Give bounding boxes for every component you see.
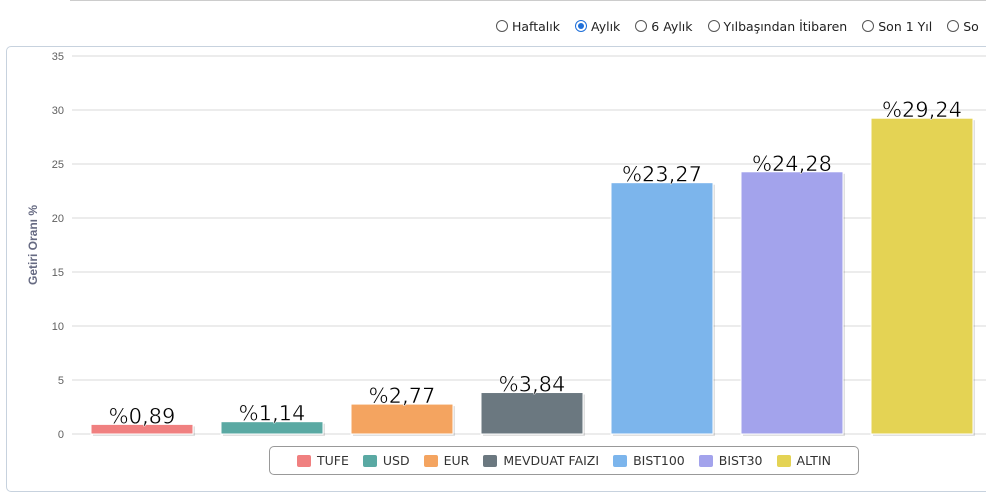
- legend-label: BIST100: [633, 453, 685, 468]
- legend-swatch: [297, 454, 311, 467]
- legend-label: BIST30: [718, 453, 763, 468]
- radio-button[interactable]: [862, 20, 875, 32]
- data-label: %1,14: [239, 402, 306, 426]
- legend-swatch: [423, 454, 438, 467]
- period-selector: Haftalık Aylık 6 Aylık Yılbaşından İtiba…: [496, 15, 986, 37]
- legend-swatch: [613, 454, 628, 467]
- y-axis-ticks: 0 5 10 15 20 25 30 35: [52, 51, 64, 441]
- legend-label: USD: [382, 453, 410, 468]
- legend-label: MEVDUAT FAIZI: [503, 453, 600, 468]
- y-tick-label: 5: [58, 375, 64, 387]
- legend-swatch: [362, 454, 377, 467]
- legend-label: TUFE: [317, 453, 349, 468]
- bar-bist30[interactable]: [740, 171, 844, 435]
- period-option-6-months[interactable]: 6 Aylık: [635, 18, 693, 34]
- data-label: %0,89: [109, 404, 176, 428]
- y-tick-label: 25: [52, 159, 64, 171]
- y-tick-label: 0: [58, 429, 64, 441]
- radio-button[interactable]: [635, 20, 648, 32]
- radio-button[interactable]: [947, 20, 960, 32]
- data-label: %24,28: [752, 152, 832, 176]
- chart-legend: TUFE USD EUR MEVDUAT FAIZI BIST100 BIST30 ALTI…: [269, 446, 859, 475]
- period-option-label: So: [963, 18, 979, 34]
- period-option-label: 6 Aylık: [651, 18, 693, 34]
- legend-item-mevduat-faizi[interactable]: MEVDUAT FAIZI: [483, 453, 599, 468]
- chart-panel: [6, 46, 986, 492]
- y-tick-label: 15: [52, 267, 64, 279]
- y-tick-label: 35: [52, 51, 64, 63]
- bar-altin[interactable]: [870, 117, 974, 435]
- legend-label: ALTIN: [796, 453, 831, 468]
- legend-item-bist30[interactable]: BIST30: [698, 453, 763, 468]
- radio-button[interactable]: [496, 20, 508, 32]
- legend-swatch: [698, 454, 713, 467]
- y-tick-label: 20: [52, 213, 64, 225]
- top-divider: [70, 0, 986, 1]
- bar-tufe[interactable]: [90, 423, 194, 435]
- y-tick-label: 10: [52, 321, 64, 333]
- period-option-ytd[interactable]: Yılbaşından İtibaren: [707, 18, 848, 34]
- legend-label: EUR: [443, 453, 470, 468]
- period-option-label: Aylık: [591, 18, 621, 34]
- period-option-monthly[interactable]: Aylık: [575, 19, 620, 34]
- bar-bist100[interactable]: [610, 182, 714, 435]
- bar-usd[interactable]: [220, 421, 324, 435]
- legend-swatch: [483, 454, 498, 467]
- legend-item-tufe[interactable]: TUFE: [297, 453, 349, 468]
- bar-mevduat-faizi[interactable]: [480, 392, 584, 435]
- period-option-label: Yılbaşından İtibaren: [723, 18, 848, 34]
- legend-swatch: [776, 454, 791, 467]
- data-label: %2,77: [369, 384, 436, 408]
- period-option-weekly[interactable]: Haftalık: [496, 19, 560, 34]
- period-option-cut-off[interactable]: So: [947, 19, 979, 34]
- y-axis-title: Getiri Oranı %: [26, 205, 40, 285]
- data-label: %3,84: [499, 373, 566, 397]
- data-label: %29,24: [882, 98, 962, 122]
- legend-item-bist100[interactable]: BIST100: [613, 453, 685, 468]
- data-labels: %0,89 %1,14 %2,77 %3,84 %23,27 %24,28 %29,24: [108, 98, 962, 429]
- bar-eur[interactable]: [350, 403, 454, 435]
- data-label: %23,27: [622, 163, 702, 187]
- y-tick-label: 30: [52, 105, 64, 117]
- legend-item-usd[interactable]: USD: [362, 453, 410, 468]
- bars: [90, 117, 975, 436]
- period-option-1-year[interactable]: Son 1 Yıl: [862, 19, 932, 34]
- radio-button-selected[interactable]: [575, 20, 587, 32]
- period-option-label: Son 1 Yıl: [878, 18, 933, 34]
- radio-button[interactable]: [707, 20, 720, 32]
- period-option-label: Haftalık: [512, 18, 560, 34]
- legend-item-altin[interactable]: ALTIN: [776, 453, 831, 468]
- legend-item-eur[interactable]: EUR: [423, 453, 470, 468]
